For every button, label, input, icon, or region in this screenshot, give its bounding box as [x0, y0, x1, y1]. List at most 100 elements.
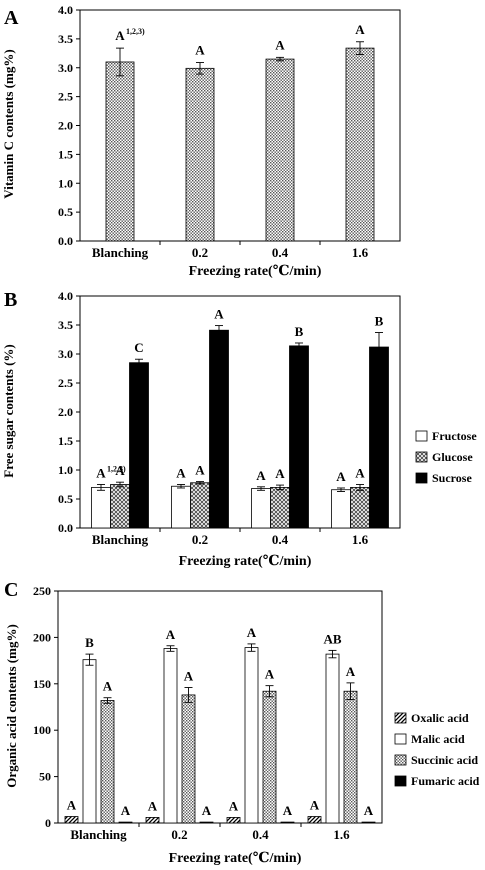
panel-a: A Vitamin C contents (mg%) Freezing rate… — [1, 3, 401, 279]
panel-b: B Free sugar contents (%) Freezing rate(… — [1, 289, 477, 569]
significance-letter: A — [103, 679, 113, 694]
significance-letter: B — [295, 324, 304, 339]
panel-b-ylabel: Free sugar contents (%) — [1, 344, 16, 477]
legend-label: Fumaric acid — [411, 774, 480, 788]
significance-letter: A — [346, 664, 356, 679]
significance-letter: A — [247, 625, 257, 640]
bar — [343, 690, 358, 824]
x-tick-label: Blanching — [70, 827, 127, 842]
legend-label: Oxalic acid — [411, 711, 469, 725]
x-tick-label: 0.2 — [171, 827, 187, 842]
bar — [331, 489, 351, 529]
y-tick-label: 1.5 — [58, 434, 73, 448]
significance-letter: AB — [323, 631, 341, 646]
panel-c: C Organic acid contents (mg%) Freezing r… — [4, 579, 480, 866]
significance-letter: A — [265, 667, 275, 682]
significance-letter: A — [195, 43, 205, 58]
significance-letter: A — [176, 466, 186, 481]
bar — [64, 816, 79, 824]
x-tick-label: 0.4 — [252, 827, 269, 842]
bar — [361, 821, 376, 824]
bar — [251, 488, 271, 529]
significance-letter: A — [195, 463, 205, 478]
significance-letter: A — [67, 798, 77, 813]
significance-letter: A — [115, 463, 125, 478]
bar — [369, 346, 389, 529]
footnote-mark: 1,2,3) — [126, 27, 145, 36]
y-tick-label: 2.0 — [58, 119, 73, 133]
bar — [209, 329, 229, 529]
bar — [82, 659, 97, 824]
bar — [163, 648, 178, 824]
bar — [199, 821, 214, 824]
legend-swatch — [415, 451, 428, 463]
y-tick-label: 2.5 — [58, 90, 73, 104]
x-tick-label: 0.4 — [272, 245, 289, 260]
y-tick-label: 150 — [33, 677, 51, 691]
significance-letter: A — [336, 469, 346, 484]
significance-letter: A — [148, 798, 158, 813]
bar — [190, 482, 210, 529]
y-tick-label: 0 — [45, 816, 51, 830]
legend-swatch — [415, 472, 428, 484]
bar — [171, 485, 191, 529]
significance-letter: A — [229, 798, 239, 813]
significance-letter: B — [85, 635, 94, 650]
significance-letter: A — [283, 803, 293, 818]
panel-c-xlabel: Freezing rate(℃/min) — [169, 851, 302, 866]
x-tick-label: 0.4 — [272, 532, 289, 547]
legend-label: Malic acid — [411, 732, 465, 746]
bar — [226, 817, 241, 824]
bar — [105, 61, 135, 242]
bar — [181, 694, 196, 824]
bar — [270, 486, 290, 529]
y-tick-label: 200 — [33, 630, 51, 644]
legend-swatch — [394, 754, 407, 766]
significance-letter: A — [121, 803, 131, 818]
significance-letter: A — [275, 37, 285, 52]
legend-swatch — [415, 430, 428, 442]
panel-c-ylabel: Organic acid contents (mg%) — [4, 624, 19, 788]
bar — [129, 362, 149, 529]
y-tick-label: 0.0 — [58, 234, 73, 248]
x-tick-label: 1.6 — [352, 532, 369, 547]
bar — [91, 486, 111, 529]
significance-letter: A — [184, 669, 194, 684]
legend-label: Succinic acid — [411, 753, 478, 767]
x-tick-label: Blanching — [92, 245, 149, 260]
legend-swatch — [394, 775, 407, 787]
y-tick-label: 1.5 — [58, 147, 73, 161]
bar — [350, 486, 370, 529]
legend-swatch — [394, 733, 407, 745]
y-tick-label: 1.0 — [58, 176, 73, 190]
x-tick-label: 1.6 — [333, 827, 350, 842]
bar — [280, 821, 295, 824]
significance-letter: A — [115, 28, 125, 43]
panel-a-label: A — [4, 7, 19, 29]
panel-c-legend: Oxalic acid Malic acid Succinic acid Fumari… — [394, 711, 480, 788]
panel-b-legend: Fructose Glucose Sucrose — [415, 429, 477, 485]
footnote-mark: 1,2,3) — [107, 465, 126, 474]
y-tick-label: 100 — [33, 723, 51, 737]
panel-a-xlabel: Freezing rate(℃/min) — [189, 264, 322, 279]
legend-label: Fructose — [432, 429, 477, 443]
significance-letter: A — [202, 803, 212, 818]
legend-swatch — [394, 712, 407, 724]
x-tick-label: Blanching — [92, 532, 149, 547]
x-tick-label: 1.6 — [352, 245, 369, 260]
panel-c-plot: 050100150200250BlanchingABAA0.2AAAA0.4AA… — [33, 584, 383, 842]
y-tick-label: 3.0 — [58, 61, 73, 75]
y-tick-label: 1.0 — [58, 463, 73, 477]
significance-letter: C — [134, 340, 143, 355]
x-tick-label: 0.2 — [192, 532, 208, 547]
significance-letter: A — [355, 466, 365, 481]
significance-letter: B — [375, 314, 384, 329]
significance-letter: A — [96, 466, 106, 481]
y-tick-label: 3.5 — [58, 32, 73, 46]
y-tick-label: 3.0 — [58, 347, 73, 361]
y-tick-label: 250 — [33, 584, 51, 598]
bar — [185, 67, 215, 242]
x-tick-label: 0.2 — [192, 245, 208, 260]
